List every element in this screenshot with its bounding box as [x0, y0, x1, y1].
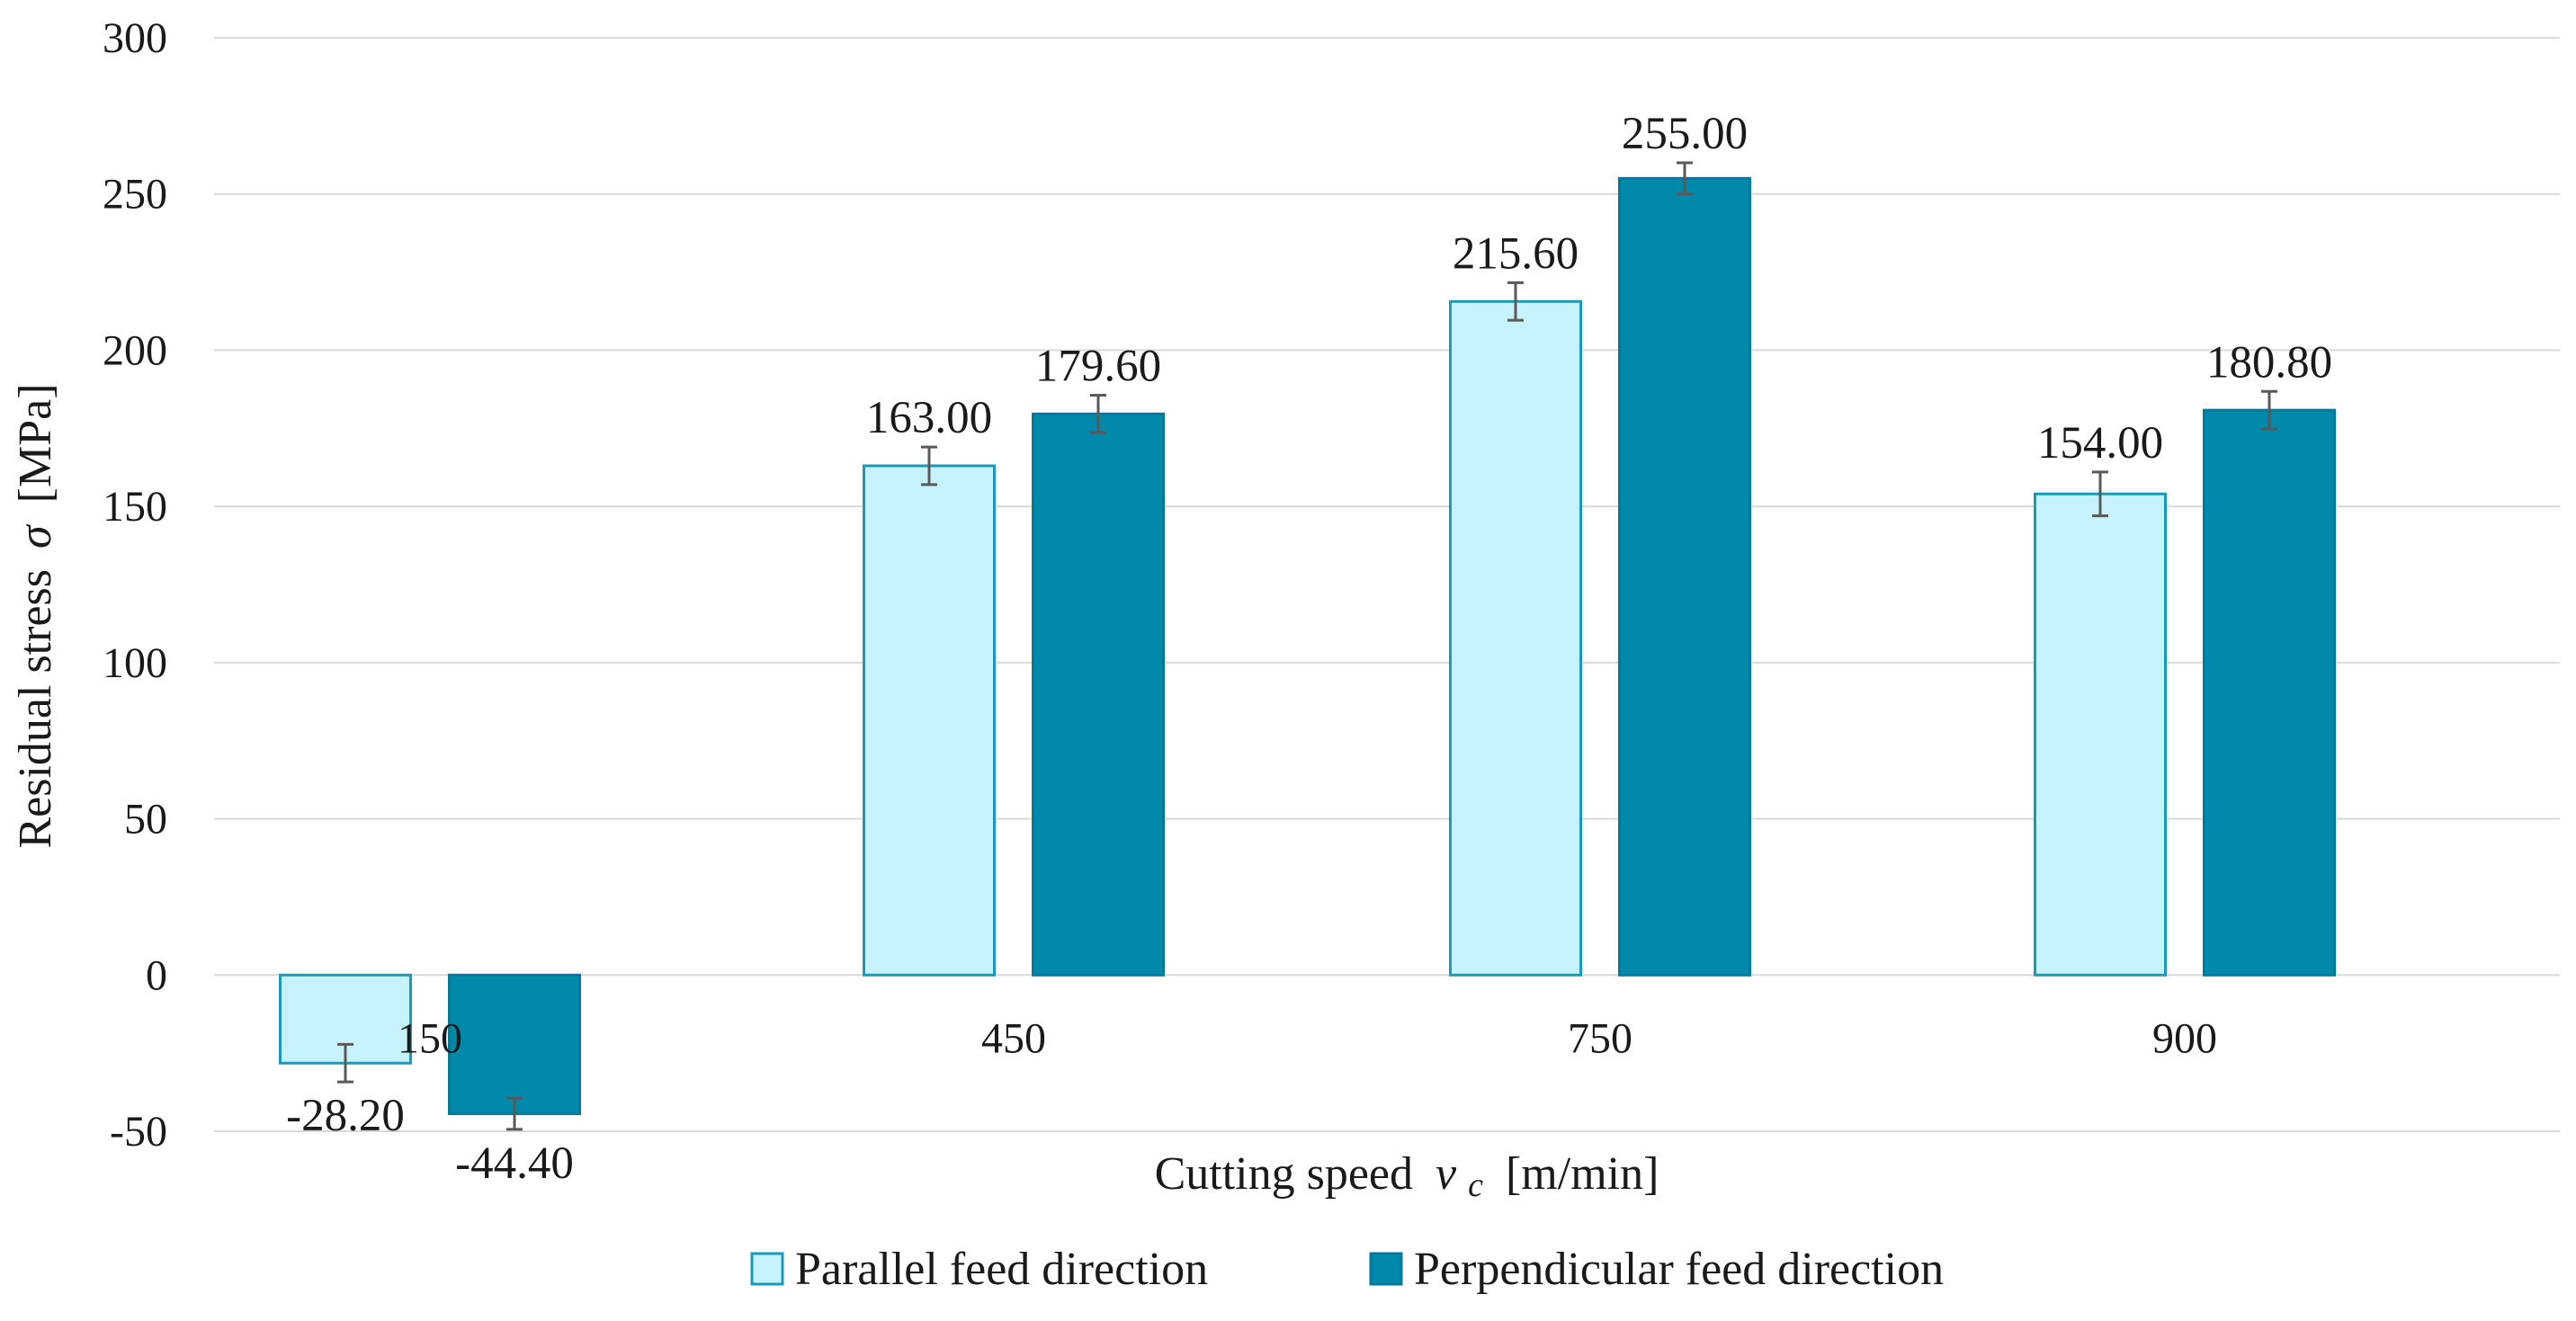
legend-swatch-perpendicular [1369, 1252, 1403, 1286]
data-label: 179.60 [1035, 341, 1161, 391]
y-axis-title: Residual stress σ [MPa] [10, 383, 61, 848]
error-bar [921, 445, 937, 486]
legend: Parallel feed direction Perpendicular fe… [750, 1244, 1944, 1295]
data-labels: -28.20 163.00 215.60 154.00 -44.40 179.60 255.… [286, 109, 2332, 1189]
error-bar [1677, 161, 1693, 196]
bar-perpendicular-750 [1618, 176, 1751, 977]
error-bar [1507, 281, 1524, 322]
y-tick-label: 50 [124, 796, 167, 843]
error-bar [1090, 393, 1106, 434]
x-tick-label: 900 [2152, 1014, 2217, 1062]
error-bar [2092, 470, 2108, 518]
error-bar [337, 1042, 353, 1084]
bar-parallel-450 [863, 464, 996, 977]
bar-perpendicular-450 [1032, 412, 1165, 977]
data-label: 255.00 [1622, 109, 1748, 159]
data-label: 180.80 [2206, 337, 2332, 388]
y-tick-label: 250 [103, 171, 167, 219]
x-axis-title: Cutting speed v c [m/min] [1155, 1148, 1659, 1207]
y-tick-label: 0 [146, 951, 167, 999]
error-bars [337, 161, 2277, 1131]
x-axis-ticks: 150 450 750 900 [398, 1014, 2217, 1062]
y-tick-label: 300 [103, 14, 167, 62]
y-tick-label: 100 [103, 639, 167, 687]
data-label: 215.60 [1453, 228, 1579, 279]
x-tick-label: 450 [981, 1014, 1046, 1062]
legend-label-perpendicular: Perpendicular feed direction [1414, 1244, 1944, 1295]
legend-item-parallel: Parallel feed direction [750, 1244, 1208, 1295]
error-bar [506, 1096, 523, 1131]
gridlines [214, 37, 2560, 1132]
x-tick-label: 150 [398, 1014, 462, 1062]
bars [279, 176, 2336, 1116]
y-tick-label: -50 [110, 1108, 167, 1156]
y-tick-label: 150 [103, 483, 167, 531]
data-label: 163.00 [866, 393, 992, 443]
data-label: -44.40 [455, 1138, 574, 1189]
x-tick-label: 750 [1568, 1014, 1632, 1062]
data-label: -28.20 [286, 1091, 405, 1141]
y-tick-label: 200 [103, 326, 167, 374]
legend-swatch-parallel [750, 1252, 784, 1286]
bar-parallel-900 [2034, 492, 2167, 977]
data-label: 154.00 [2037, 418, 2163, 469]
error-bar [2261, 389, 2277, 431]
legend-item-perpendicular: Perpendicular feed direction [1369, 1244, 1944, 1295]
bar-parallel-750 [1449, 299, 1582, 977]
bar-perpendicular-900 [2203, 408, 2336, 977]
legend-label-parallel: Parallel feed direction [795, 1244, 1208, 1295]
y-axis-ticks: 300 250 200 150 100 50 0 -50 [103, 14, 167, 1156]
bar-perpendicular-150 [448, 973, 581, 1116]
